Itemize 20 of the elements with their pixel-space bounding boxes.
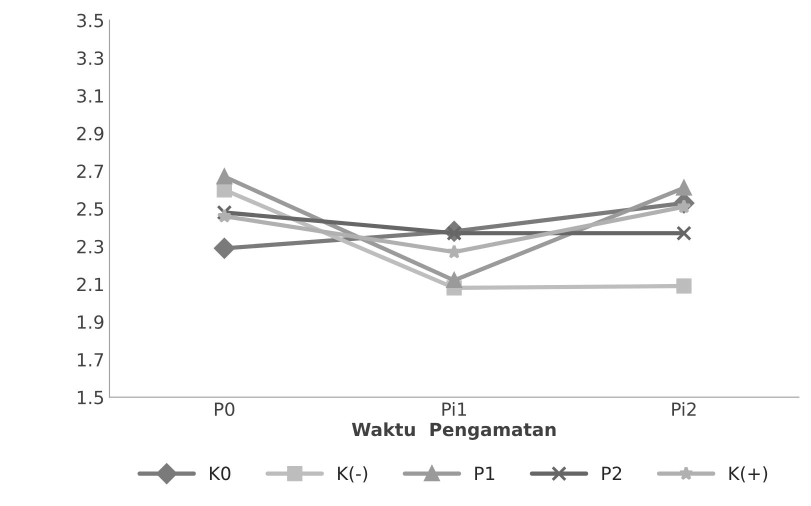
legend-label: K(+) <box>729 466 768 482</box>
x-tick-label: P0 <box>214 402 234 416</box>
y-tick-label: 2.5 <box>77 202 104 216</box>
y-tick-label: 1.7 <box>78 353 104 366</box>
y-tick-label: 1.9 <box>78 315 104 329</box>
legend-label: P1 <box>475 466 494 480</box>
legend-label: K0 <box>210 466 230 480</box>
y-tick-label: 3.5 <box>77 14 104 28</box>
y-tick-label: 2.7 <box>77 164 104 178</box>
x-axis-title: Waktu Pengamatan <box>352 422 556 440</box>
y-tick-label: 2.1 <box>77 278 103 291</box>
x-tick-label: Pi2 <box>672 402 696 416</box>
legend-label: P2 <box>602 466 622 480</box>
y-tick-label: 2.3 <box>77 240 104 254</box>
y-tick-label: 3.1 <box>77 89 103 103</box>
legend-label: K(-) <box>338 466 368 482</box>
y-tick-label: 3.3 <box>77 51 104 66</box>
x-tick-label: Pi1 <box>442 402 466 416</box>
y-tick-label: 2.9 <box>77 126 104 140</box>
y-tick-label: 1.5 <box>78 390 104 404</box>
